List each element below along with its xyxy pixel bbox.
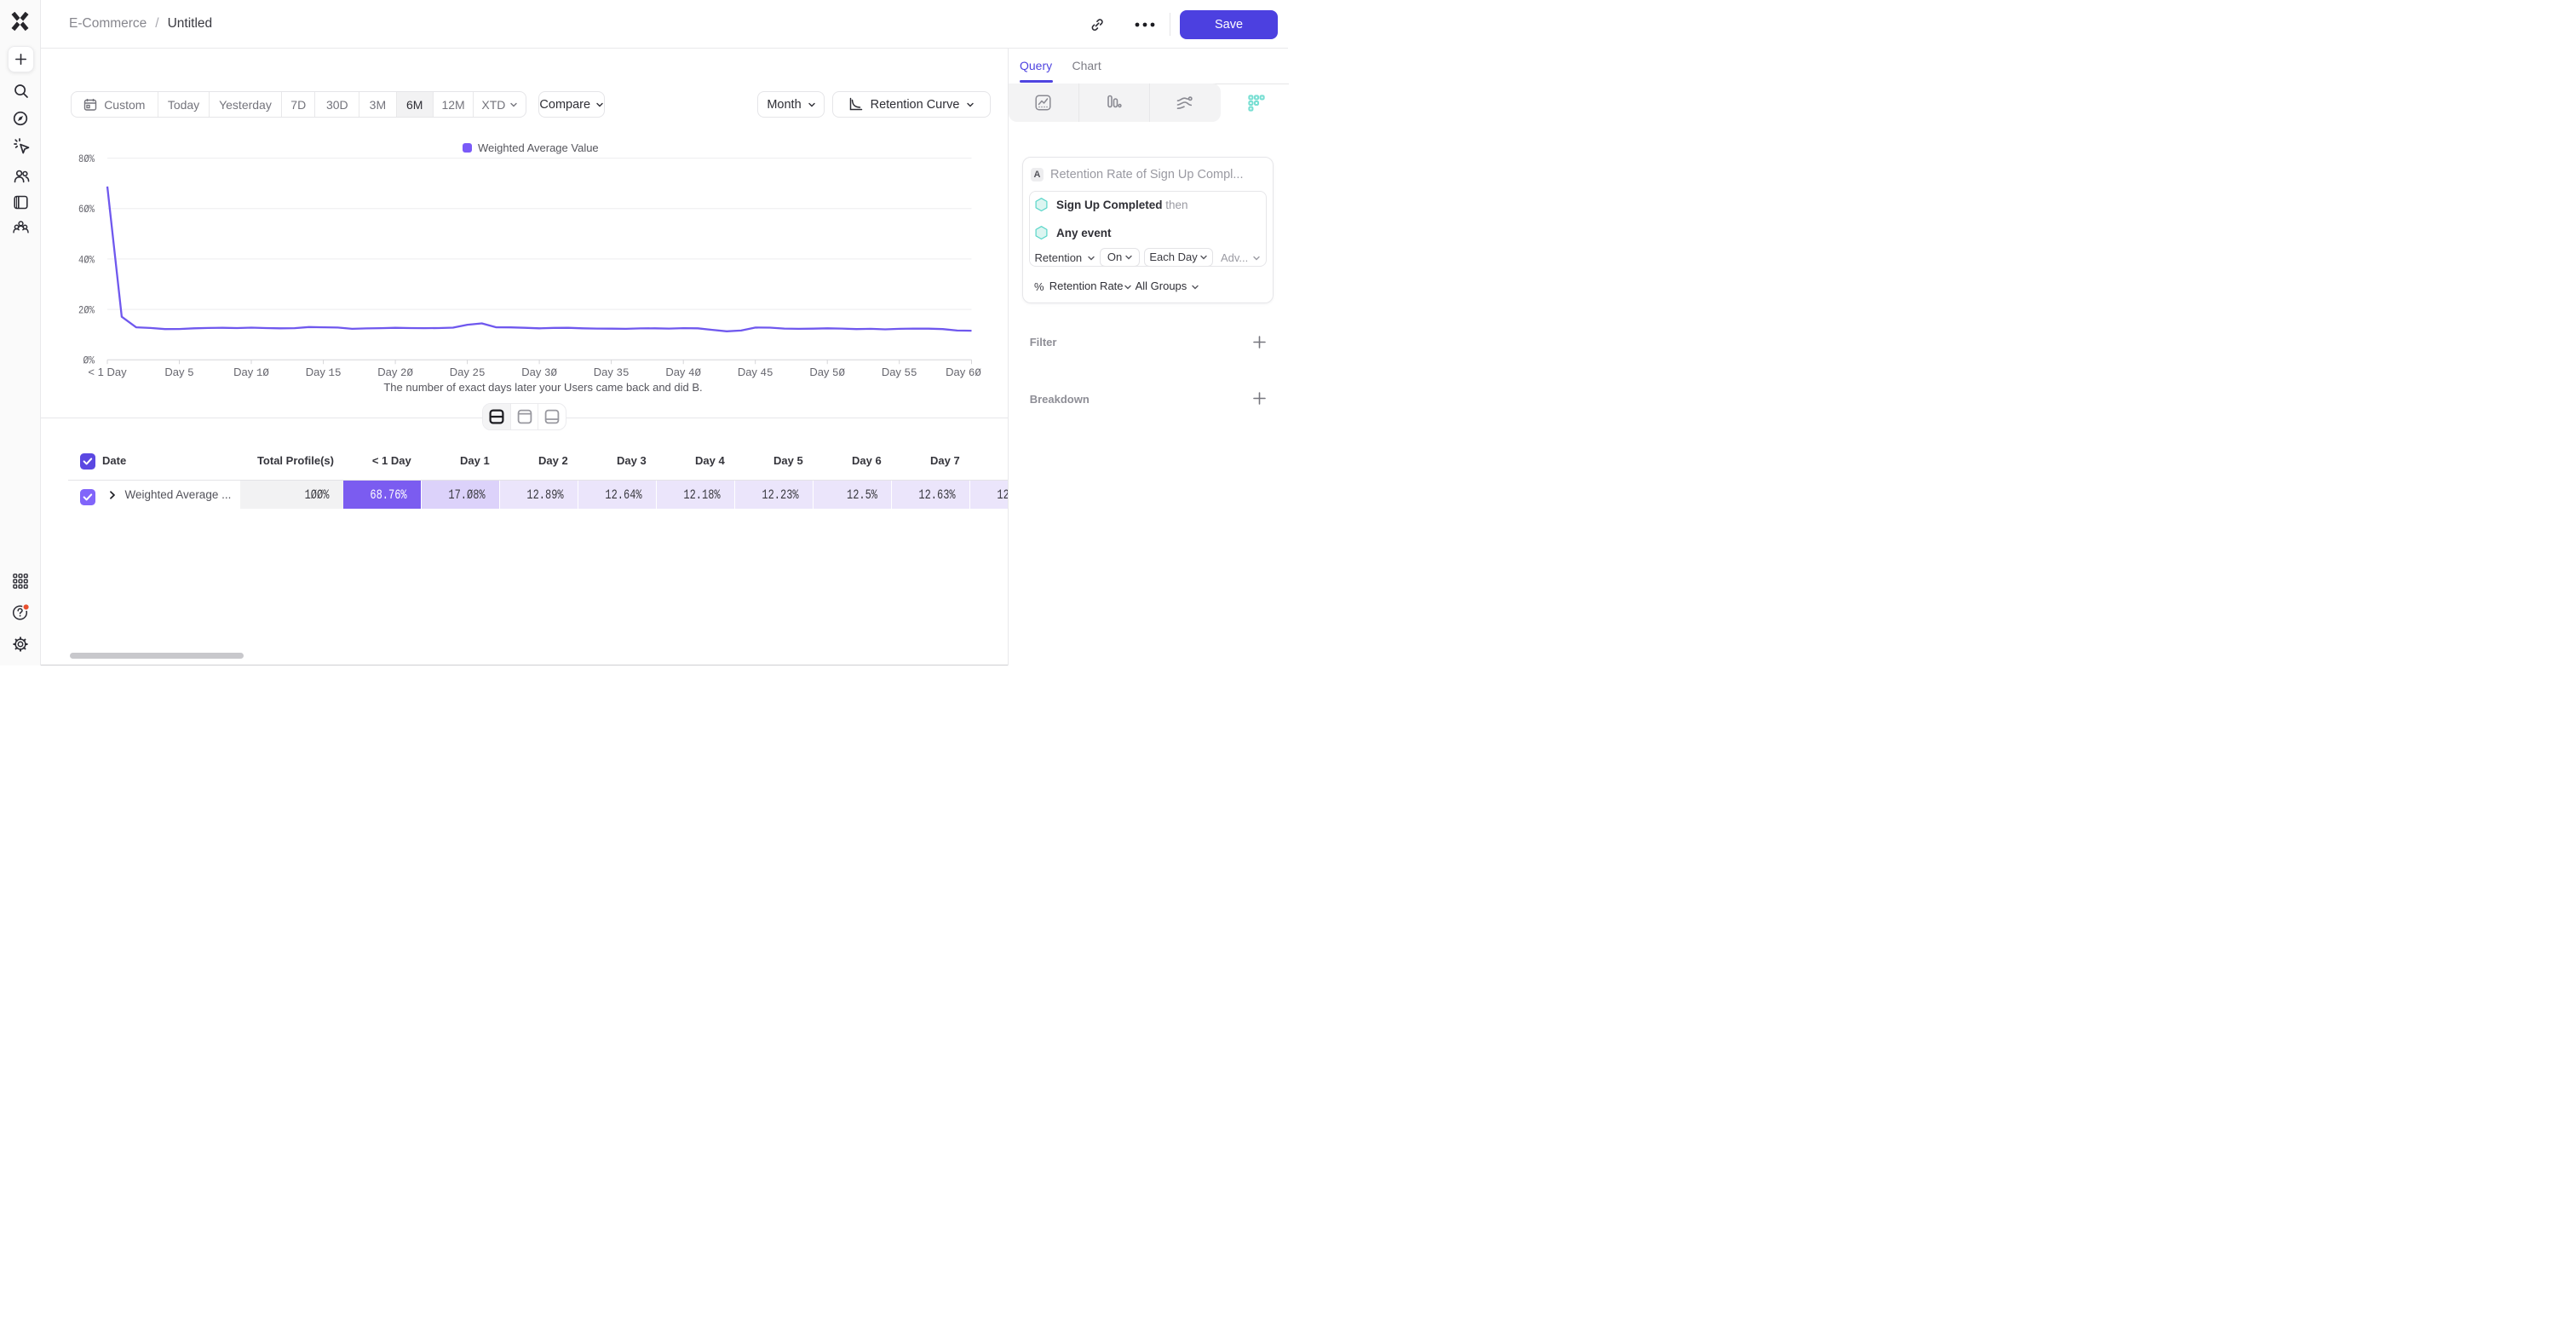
svg-text:< 1 Day: < 1 Day [88, 366, 127, 378]
svg-text:Day 25: Day 25 [450, 366, 486, 379]
svg-text:Day 45: Day 45 [738, 366, 773, 379]
svg-text:Day 4Ø: Day 4Ø [665, 366, 701, 379]
svg-text:Day 15: Day 15 [306, 366, 342, 379]
svg-text:6Ø%: 6Ø% [78, 204, 95, 216]
svg-text:Day 5: Day 5 [164, 366, 193, 379]
svg-text:8Ø%: 8Ø% [78, 153, 95, 165]
svg-text:Day 5Ø: Day 5Ø [809, 366, 845, 379]
svg-text:Day 55: Day 55 [882, 366, 917, 379]
svg-text:Ø%: Ø% [83, 355, 95, 367]
svg-text:Day 35: Day 35 [594, 366, 630, 379]
svg-text:Day 2Ø: Day 2Ø [377, 366, 413, 379]
svg-text:Day 6Ø: Day 6Ø [946, 366, 981, 379]
svg-text:Day 3Ø: Day 3Ø [521, 366, 557, 379]
svg-text:2Ø%: 2Ø% [78, 305, 95, 317]
svg-text:4Ø%: 4Ø% [78, 254, 95, 266]
svg-text:Day 1Ø: Day 1Ø [233, 366, 269, 379]
